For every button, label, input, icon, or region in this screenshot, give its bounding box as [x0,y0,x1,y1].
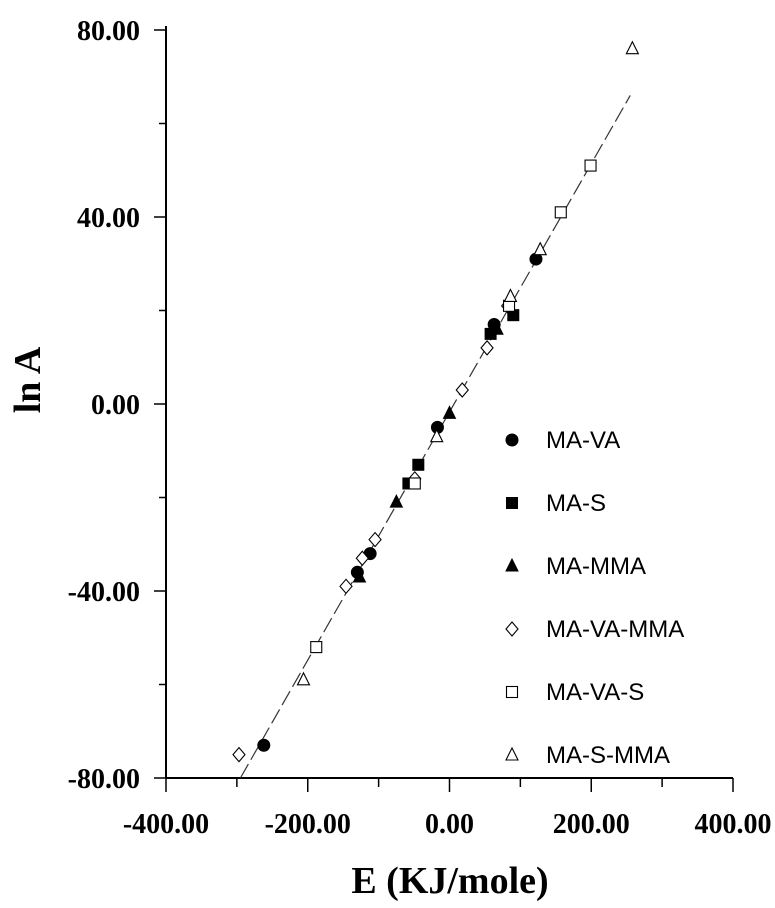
point-ma-mma [352,568,367,583]
point-ma-va [257,738,271,752]
legend-label-ma-mma: MA-MMA [546,553,646,580]
point-ma-va-s [310,641,323,654]
x-tick-label: 200.00 [553,809,630,840]
data-points [232,40,640,763]
point-ma-s-mma [296,671,311,686]
point-ma-va-mma [339,578,353,595]
legend-label-ma-s: MA-S [546,490,606,517]
legend-label-ma-va-mma: MA-VA-MMA [546,616,684,643]
point-ma-va-s [554,206,567,219]
legend-marker-ma-s [506,497,518,509]
y-tick-label: -80.00 [68,764,140,795]
point-ma-s [412,458,425,471]
point-ma-va-s [408,477,421,490]
x-tick-label: -400.00 [123,809,209,840]
legend-marker-ma-va [505,433,519,447]
y-axis-title: ln A [7,346,49,413]
y-tick-label: 80.00 [77,16,140,47]
point-ma-va-mma [368,531,382,548]
legend-label-ma-va-s: MA-VA-S [546,679,644,706]
point-ma-s-mma [503,288,518,303]
point-ma-va-mma [455,382,469,398]
ticks: -80.00 -40.00 0.00 40.00 80.00 -400.00 -200.00… [68,16,772,840]
point-ma-mma [490,321,504,335]
x-tick-label: -200.00 [265,809,351,840]
y-tick-label: 0.00 [91,390,140,421]
point-ma-va-mma [355,550,370,567]
legend-marker-ma-va-s [505,685,519,699]
point-ma-va-mma [480,340,494,356]
point-ma-mma [389,494,404,508]
x-tick-label: 0.00 [425,809,474,840]
legend-label-ma-va: MA-VA [546,427,620,454]
point-ma-s-mma [533,241,548,256]
point-ma-s-mma [625,40,640,55]
point-ma-va-s [584,159,597,172]
point-ma-s-mma [429,428,444,443]
y-tick-label: 40.00 [77,203,140,234]
axes [165,26,733,779]
legend-marker-ma-s-mma [505,746,519,761]
legend-label-ma-s-mma: MA-S-MMA [546,742,670,769]
legend-marker-ma-mma [505,557,519,572]
legend: MA-VA MA-S MA-MMA MA-VA-MMA MA-VA-S MA-S-MMA [505,427,684,769]
legend-marker-ma-va-mma [505,621,519,637]
point-ma-va-mma [232,746,246,763]
x-tick-label: 400.00 [695,809,772,840]
point-ma-mma [442,405,457,419]
x-axis-title: E (KJ/mole) [351,860,548,902]
y-tick-label: -40.00 [68,577,140,608]
